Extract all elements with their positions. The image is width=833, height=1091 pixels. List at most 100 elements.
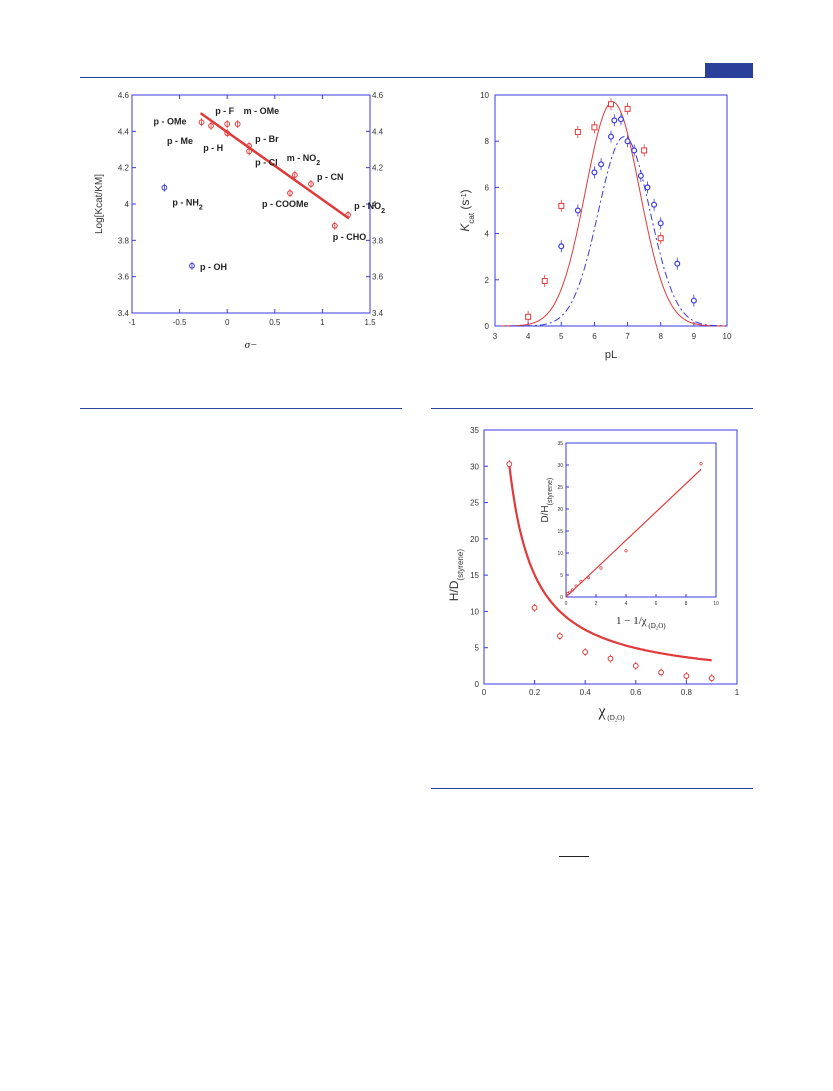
x-tick-label: 0.2 <box>529 688 541 697</box>
data-point <box>608 101 614 108</box>
data-point <box>591 169 598 176</box>
inset-y-tick-label: 20 <box>557 507 563 513</box>
data-point <box>631 147 638 154</box>
inset-x-tick-label: 10 <box>713 601 719 607</box>
y-tick-label-right: 3.8 <box>372 236 384 245</box>
data-point <box>658 669 665 676</box>
y-tick-label: 3.4 <box>118 309 130 318</box>
y-axis-label: Log[Kcat/KM] <box>94 174 105 234</box>
plot-frame <box>494 94 728 327</box>
hammett-plot: -1 -0.5 0 0.5 1 1.5 3.4 3.4 3.6 3.6 3.8 3.8 4 4 4.2 4.2… <box>80 85 400 355</box>
y-axis-label: Kcat (s-1) <box>458 189 476 231</box>
plot-frame <box>483 429 738 685</box>
data-point <box>574 128 581 135</box>
inset-y-tick-label: 25 <box>557 485 563 491</box>
data-point <box>637 172 644 179</box>
point-label: m - NO2 <box>287 153 321 167</box>
data-point <box>690 297 697 304</box>
x-tick-label: 0.8 <box>681 688 693 697</box>
data-point <box>591 124 598 131</box>
inset-y-tick-label: 5 <box>560 573 563 579</box>
y-tick-label: 35 <box>470 426 479 435</box>
pl-profile-plot: 3 4 5 6 7 8 9 10 0 2 4 6 8 10 pL Kcat (s-1) <box>440 85 740 385</box>
data-point <box>198 119 205 126</box>
proton-inventory-plot: 0 0.2 0.4 0.6 0.8 1 0 5 10 15 20 25 30 35 χ (D₂O) H/D(s… <box>430 420 750 730</box>
data-point <box>624 138 631 145</box>
x-tick-label: 0 <box>482 688 487 697</box>
data-point <box>224 130 231 137</box>
point-label: p - H <box>203 143 223 153</box>
data-point <box>632 662 639 669</box>
data-point <box>708 675 715 682</box>
x-tick-label: 5 <box>559 332 564 341</box>
hammett-plot-svg: -1 -0.5 0 0.5 1 1.53.4 3.43.6 3.63.8 3.84 44.2 4.2… <box>94 91 385 351</box>
y-tick-label: 4.4 <box>118 127 130 136</box>
x-axis-label: χ (D₂O) <box>598 703 626 722</box>
y-tick-label-right: 3.6 <box>372 273 384 282</box>
pl-profile-plot-svg: 3 4 5 6 7 8 9 10 0 2 4 6 8 10 pL Kcat (s-1) <box>458 91 732 361</box>
y-tick-label-right: 4 <box>372 200 377 209</box>
data-point <box>525 313 532 320</box>
data-point <box>617 116 624 123</box>
x-tick-label: 0.6 <box>630 688 642 697</box>
y-tick-label: 4.6 <box>118 91 130 100</box>
x-tick-label: 0.4 <box>580 688 592 697</box>
data-point <box>574 207 581 214</box>
inset-x-tick-label: 2 <box>595 601 598 607</box>
point-label: p - OH <box>200 262 227 272</box>
y-tick-label: 8 <box>485 137 490 146</box>
point-label: p - NO2 <box>354 201 385 215</box>
y-tick-label-right: 3.4 <box>372 309 384 318</box>
data-point <box>246 148 252 155</box>
inset-data-point <box>599 566 603 570</box>
x-tick-label: 0 <box>225 318 230 327</box>
data-point <box>651 201 658 208</box>
inset-data-point <box>574 584 578 588</box>
inset-y-tick-label: 0 <box>560 595 563 601</box>
data-point <box>641 147 648 154</box>
data-point <box>558 202 565 209</box>
x-tick-label: 10 <box>723 332 732 341</box>
point-label: p - Cl <box>255 157 278 167</box>
data-point <box>683 673 690 679</box>
inset-y-tick-label: 35 <box>557 441 563 447</box>
inset-data-point <box>586 576 591 580</box>
y-tick-label: 3.6 <box>118 273 130 282</box>
data-point <box>541 277 548 284</box>
data-point <box>308 181 314 187</box>
data-point <box>607 655 614 662</box>
data-point <box>189 262 195 269</box>
point-label: p - CHO <box>333 232 367 242</box>
x-tick-label: 3 <box>493 332 498 341</box>
y-tick-label: 10 <box>480 91 489 100</box>
inset-x-tick-label: 8 <box>685 601 688 607</box>
y-axis-label: H/D(styrene) <box>447 549 465 602</box>
y-tick-label: 20 <box>470 535 479 544</box>
data-point <box>208 122 214 129</box>
data-point <box>608 133 615 140</box>
data-point <box>161 184 168 191</box>
inset-data-point <box>699 462 703 466</box>
data-point <box>558 243 565 250</box>
data-point <box>556 633 563 640</box>
section-rule-bottom-right <box>431 788 753 789</box>
x-tick-label: 7 <box>625 332 630 341</box>
y-tick-label: 3.8 <box>118 236 130 245</box>
data-point <box>624 105 631 112</box>
y-tick-label: 4 <box>485 230 490 239</box>
data-point <box>234 121 241 127</box>
inset-fit-line <box>565 468 702 598</box>
data-point <box>224 121 231 127</box>
x-tick-label: -0.5 <box>173 318 187 327</box>
data-point <box>644 184 651 191</box>
y-tick-label: 30 <box>470 462 479 471</box>
section-rule-right <box>431 408 753 409</box>
section-rule-left <box>80 408 402 409</box>
data-point <box>287 190 293 196</box>
data-point <box>674 260 681 267</box>
y-tick-label-right: 4.4 <box>372 127 384 136</box>
data-point <box>291 172 298 178</box>
data-point <box>657 235 664 242</box>
fit-curve <box>508 464 712 662</box>
